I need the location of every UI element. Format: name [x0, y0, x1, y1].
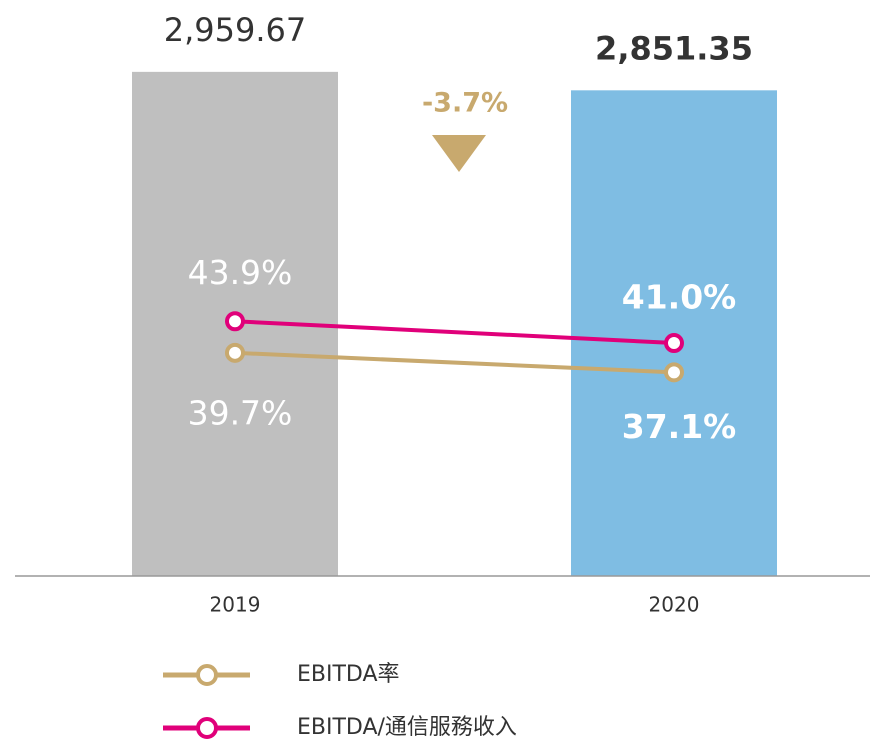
- x-tick-label: 2019: [210, 593, 261, 617]
- line-marker: [225, 342, 245, 363]
- line-value-label: 43.9%: [188, 253, 293, 292]
- legend-label: EBITDA/通信服務收入: [297, 715, 517, 740]
- line-value-label: 41.0%: [622, 278, 737, 317]
- down-arrow: [432, 135, 486, 172]
- legend-marker: [196, 717, 218, 739]
- line-series: [234, 319, 675, 346]
- line-value-label: 39.7%: [188, 393, 293, 432]
- line-marker: [225, 311, 245, 332]
- line-value-label: 37.1%: [622, 407, 737, 446]
- x-tick-label: 2020: [649, 593, 700, 617]
- legend-marker: [196, 664, 218, 686]
- line-marker: [664, 333, 684, 354]
- legend-label: EBITDA率: [297, 662, 400, 687]
- line-series: [234, 350, 675, 375]
- change-annotation: -3.7%: [422, 88, 508, 119]
- bar-value-label: 2,851.35: [595, 29, 753, 67]
- bar-value-label: 2,959.67: [164, 11, 307, 49]
- line-marker: [664, 362, 684, 383]
